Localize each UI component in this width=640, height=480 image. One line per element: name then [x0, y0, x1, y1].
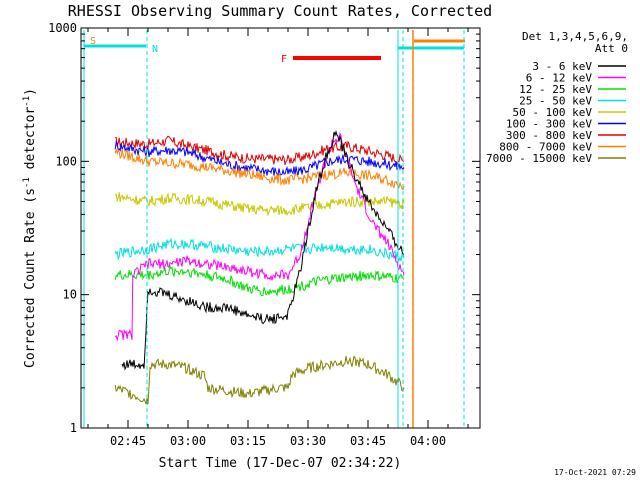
legend-entry-label: 3 - 6 keV [532, 60, 592, 73]
y-axis: 1 10 100 1000 [48, 21, 480, 435]
night-label: N [152, 44, 158, 55]
legend-header-detectors: Det 1,3,4,5,6,9, [522, 30, 628, 43]
y-tick-label: 10 [63, 288, 77, 302]
x-axis-label: Start Time (17-Dec-07 02:34:22) [159, 456, 402, 471]
chart-title: RHESSI Observing Summary Count Rates, Co… [68, 2, 492, 20]
x-tick-label: 02:45 [110, 434, 146, 448]
x-tick-label: 03:45 [350, 434, 386, 448]
x-tick-label: 03:30 [290, 434, 326, 448]
y-tick-label: 1 [70, 421, 77, 435]
series-line [114, 140, 405, 176]
y-tick-label: 1000 [48, 21, 77, 35]
legend-entry-label: 300 - 800 keV [506, 129, 592, 142]
series-layer [114, 130, 405, 405]
y-axis-label: Corrected Count Rate (s-1 detector-1) [22, 88, 38, 368]
series-line [114, 237, 405, 263]
x-axis: 02:45 03:00 03:15 03:30 03:45 04:00 [87, 28, 469, 448]
legend-header-attenuator: Att 0 [595, 42, 628, 55]
series-line [114, 355, 405, 405]
series-line [115, 135, 405, 166]
legend-entry-label: 12 - 25 keV [519, 83, 592, 96]
legend-entry-label: 100 - 300 keV [506, 118, 592, 131]
series-line [121, 130, 405, 371]
series-line [114, 132, 405, 342]
plot-area: S N F [80, 27, 481, 429]
legend-entry-label: 25 - 50 keV [519, 95, 592, 108]
x-tick-label: 03:15 [230, 434, 266, 448]
legend-entry-label: 6 - 12 keV [526, 72, 593, 85]
y-tick-label: 100 [55, 154, 77, 168]
series-line [114, 264, 405, 298]
flare-label: F [281, 54, 287, 65]
legend-entry-label: 50 - 100 keV [513, 106, 593, 119]
plot-frame [80, 27, 481, 429]
decor-layer: S N F [83, 30, 465, 428]
x-tick-label: 03:00 [170, 434, 206, 448]
series-line [114, 192, 405, 217]
legend-entry-label: 7000 - 15000 keV [486, 152, 592, 165]
series-line [114, 148, 405, 191]
timestamp: 17-Oct-2021 07:29 [554, 468, 636, 477]
saa-label: S [90, 36, 96, 47]
x-tick-label: 04:00 [410, 434, 446, 448]
legend-entry-label: 800 - 7000 keV [499, 141, 592, 154]
